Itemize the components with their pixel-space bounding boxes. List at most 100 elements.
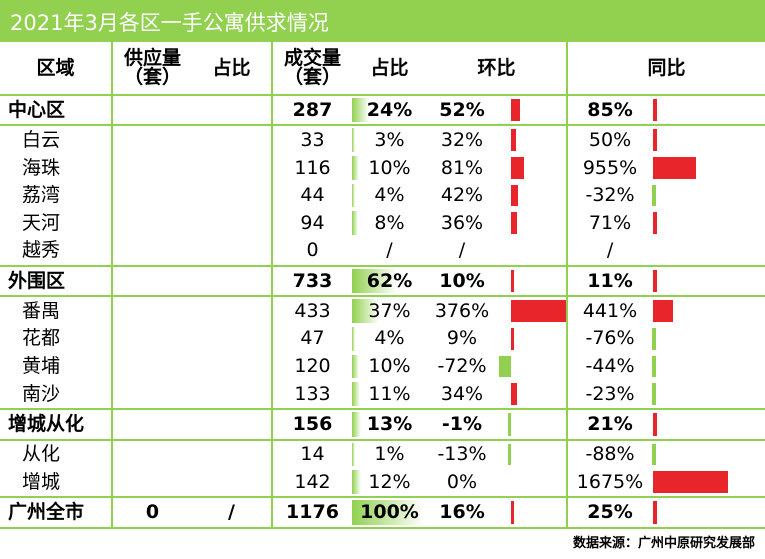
mom-bar	[508, 413, 511, 436]
mom-bar	[508, 443, 511, 466]
supply-share-cell	[192, 380, 272, 409]
supply-cell	[111, 125, 192, 155]
share-bar	[352, 327, 355, 351]
mom-value-cell: 32%	[440, 128, 484, 151]
mom-bar-cell	[497, 93, 568, 127]
share-cell: 4%	[352, 182, 427, 210]
supply-cell	[111, 352, 192, 381]
header-mom: 环比	[427, 42, 568, 96]
region-cell: 荔湾	[22, 184, 61, 207]
share-cell: 10%	[352, 353, 427, 381]
share-bar	[352, 412, 362, 437]
mom-value-cell: 34%	[440, 382, 484, 405]
deals-cell: 156	[271, 408, 352, 441]
yoy-bar	[653, 157, 696, 179]
region-cell: 从化	[22, 443, 61, 465]
share-bar	[352, 268, 397, 294]
header-row: 区域 供应量 （套） 占比 成交量 （套） 占比 环比 同比	[0, 42, 765, 96]
yoy-bar-cell	[652, 440, 765, 469]
table-row: 增城从化 156 13% -1% 21%	[0, 408, 765, 441]
share-bar	[352, 299, 379, 324]
mom-value-cell: 81%	[440, 156, 484, 179]
supply-cell	[111, 154, 192, 182]
header-deals-unit: （套）	[283, 66, 341, 88]
table-row: 中心区 287 24% 52% 85%	[0, 93, 765, 127]
mom-bar	[511, 269, 514, 293]
header-deals: 成交量 （套）	[271, 42, 352, 96]
supply-cell	[111, 439, 192, 469]
share-value: 62%	[366, 269, 413, 292]
mom-bar	[511, 328, 514, 350]
deals-cell: 120	[271, 352, 352, 381]
supply-cell	[111, 181, 192, 210]
supply-cell	[111, 264, 192, 298]
table-row: 荔湾 44 4% 42% -32%	[0, 181, 765, 210]
mom-value-cell: 10%	[427, 264, 497, 298]
share-value: 37%	[368, 299, 411, 322]
mom-bar	[511, 501, 514, 524]
region-cell: 南沙	[22, 382, 61, 405]
deals-cell: 733	[271, 264, 352, 298]
table-row: 白云 33 3% 32% 50%	[0, 125, 765, 155]
page-title: 2021年3月各区一手公寓供求情况	[10, 11, 329, 35]
table-row: 从化 14 1% -13% -88%	[0, 439, 765, 469]
yoy-bar-cell	[652, 237, 765, 266]
deals-cell: 433	[271, 296, 352, 326]
mom-bar-cell	[497, 496, 568, 529]
yoy-value-cell: -23%	[566, 380, 653, 410]
table-row: 海珠 116 10% 81% 955%	[0, 154, 765, 182]
yoy-bar-cell	[652, 209, 765, 237]
share-cell: 62%	[352, 264, 427, 298]
share-value: 11%	[368, 382, 411, 405]
supply-share-cell	[192, 325, 272, 353]
share-value: 24%	[366, 98, 413, 121]
source-note: 数据来源：广州中原研究发展部	[572, 536, 755, 551]
supply-cell	[111, 325, 192, 353]
deals-cell: 116	[271, 154, 352, 182]
share-cell: 1%	[352, 440, 427, 469]
mom-value-cell: /	[458, 239, 466, 262]
yoy-bar-cell	[652, 496, 765, 529]
supply-share-cell	[192, 408, 272, 441]
supply-cell	[111, 380, 192, 410]
share-cell: 11%	[352, 380, 427, 409]
deals-cell: 1176	[271, 496, 352, 529]
header-deal-share: 占比	[352, 42, 427, 96]
mom-value-cell: -72%	[437, 354, 487, 377]
mom-bar-cell	[497, 380, 567, 409]
mom-value-cell: 16%	[427, 496, 497, 529]
yoy-bar	[652, 184, 657, 207]
share-bar	[352, 98, 370, 123]
share-cell: 13%	[352, 408, 427, 441]
yoy-value-cell: 955%	[566, 154, 653, 182]
yoy-bar	[653, 300, 673, 323]
mom-value-cell: -1%	[427, 408, 497, 441]
supply-share-cell	[192, 440, 272, 469]
mom-bar	[511, 129, 517, 152]
supply-cell	[111, 296, 192, 326]
table-row: 花都 47 4% 9% -76%	[0, 325, 765, 353]
share-value: 4%	[374, 184, 405, 207]
mom-bar	[511, 383, 517, 406]
yoy-value-cell: 11%	[566, 264, 653, 298]
deals-cell: 142	[271, 468, 352, 498]
yoy-bar	[653, 413, 658, 436]
yoy-bar-cell	[652, 154, 765, 182]
deals-cell: 94	[271, 209, 352, 237]
share-value: 100%	[360, 501, 419, 524]
yoy-bar	[652, 355, 657, 378]
title-bar: 2021年3月各区一手公寓供求情况	[0, 0, 765, 42]
supply-cell	[111, 209, 192, 237]
share-value: 8%	[374, 211, 405, 234]
yoy-bar	[653, 471, 729, 494]
supply-share-cell	[192, 237, 272, 266]
mom-bar-cell	[497, 440, 567, 469]
header-yoy: 同比	[566, 42, 765, 96]
share-bar	[352, 128, 355, 153]
share-value: 10%	[368, 156, 411, 179]
mom-bar	[511, 99, 520, 122]
yoy-bar	[652, 328, 657, 350]
yoy-value-cell: /	[566, 236, 653, 266]
region-cell: 天河	[22, 211, 61, 234]
share-bar	[352, 354, 360, 379]
